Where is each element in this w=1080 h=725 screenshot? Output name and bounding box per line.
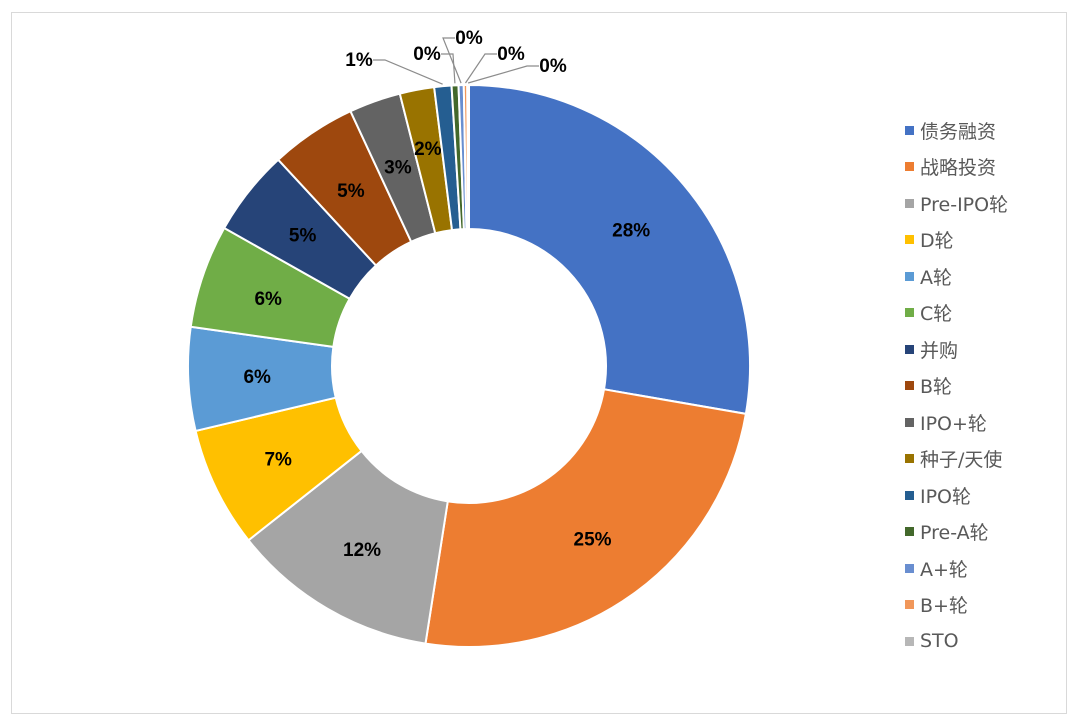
leader-line-14: [467, 65, 539, 84]
legend-item-5: C轮: [905, 295, 1065, 332]
legend-item-12: A+轮: [905, 550, 1065, 587]
legend-label: IPO轮: [920, 485, 972, 508]
data-label-4: 6%: [243, 367, 271, 388]
legend-item-6: 并购: [905, 331, 1065, 368]
legend-label: D轮: [920, 230, 954, 253]
data-label-12: 0%: [455, 28, 483, 49]
legend-label: 种子/天使: [920, 449, 1003, 472]
data-label-3: 7%: [264, 449, 292, 470]
legend-swatch: [905, 454, 914, 464]
data-label-9: 2%: [414, 139, 442, 160]
legend-item-7: B轮: [905, 368, 1065, 405]
leader-line-13: [464, 53, 497, 84]
data-label-6: 5%: [289, 226, 317, 247]
chart-legend: 债务融资战略投资 Pre-IPO轮 D轮 A轮 C轮并购 B轮 IPO+轮种子/天使 IPO轮…: [905, 112, 1065, 660]
legend-swatch: [905, 271, 914, 281]
legend-item-8: IPO+轮: [905, 404, 1065, 441]
legend-swatch: [905, 344, 914, 354]
slice-2: [247, 449, 449, 645]
legend-item-2: Pre-IPO轮: [905, 185, 1065, 222]
legend-swatch: [905, 490, 914, 500]
legend-label: IPO+轮: [920, 412, 987, 435]
legend-label: Pre-A轮: [920, 522, 989, 545]
legend-swatch: [905, 527, 914, 537]
legend-swatch: [905, 417, 914, 427]
data-label-2: 12%: [343, 540, 381, 561]
legend-label: C轮: [920, 303, 953, 326]
slice-14: [466, 83, 470, 231]
leader-line-10: [373, 59, 443, 85]
data-label-0: 28%: [612, 220, 650, 241]
legend-item-13: B+轮: [905, 587, 1065, 624]
legend-swatch: [905, 600, 914, 610]
legend-label: 并购: [920, 339, 959, 362]
leader-line-12: [442, 37, 462, 84]
data-label-13: 0%: [497, 44, 525, 65]
legend-label: STO: [920, 630, 959, 653]
data-label-8: 3%: [384, 157, 412, 178]
data-label-5: 6%: [254, 289, 282, 310]
legend-item-4: A轮: [905, 258, 1065, 295]
legend-swatch: [905, 381, 914, 391]
legend-swatch: [905, 563, 914, 573]
legend-item-14: STO: [905, 623, 1065, 660]
legend-item-1: 战略投资: [905, 149, 1065, 186]
slices-layer: [187, 83, 751, 648]
legend-swatch: [905, 162, 914, 172]
data-label-10: 1%: [345, 50, 373, 71]
legend-item-10: IPO轮: [905, 477, 1065, 514]
legend-swatch: [905, 198, 914, 208]
legend-swatch: [905, 235, 914, 245]
slice-1: [424, 388, 748, 648]
legend-item-0: 债务融资: [905, 112, 1065, 149]
legend-label: B+轮: [920, 595, 968, 618]
legend-item-11: Pre-A轮: [905, 514, 1065, 551]
data-label-1: 25%: [574, 529, 612, 550]
legend-item-9: 种子/天使: [905, 441, 1065, 478]
legend-label: A轮: [920, 266, 952, 289]
legend-label: 债务融资: [920, 120, 997, 143]
legend-item-3: D轮: [905, 222, 1065, 259]
legend-label: B轮: [920, 376, 953, 399]
leader-lines-layer: [373, 37, 539, 85]
legend-label: A+轮: [920, 558, 968, 581]
data-label-7: 5%: [337, 181, 365, 202]
legend-label: 战略投资: [920, 157, 997, 180]
data-labels-layer: 28% 25% 12% 7% 6% 6% 5% 5% 3%2% 1% 0% 0% 0% 0%: [243, 28, 650, 561]
legend-swatch: [905, 125, 914, 135]
legend-swatch: [905, 636, 914, 646]
legend-swatch: [905, 308, 914, 318]
data-label-11: 0%: [413, 44, 441, 65]
slice-0: [468, 83, 751, 415]
data-label-14: 0%: [539, 56, 567, 77]
leader-line-11: [441, 53, 456, 84]
legend-label: Pre-IPO轮: [920, 193, 1009, 216]
